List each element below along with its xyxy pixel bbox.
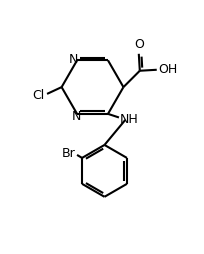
Text: NH: NH (119, 113, 138, 126)
Text: Br: Br (61, 147, 75, 161)
Text: O: O (133, 38, 143, 51)
Text: OH: OH (157, 63, 176, 76)
Text: N: N (71, 110, 80, 123)
Text: N: N (69, 53, 78, 66)
Text: Cl: Cl (32, 89, 44, 102)
